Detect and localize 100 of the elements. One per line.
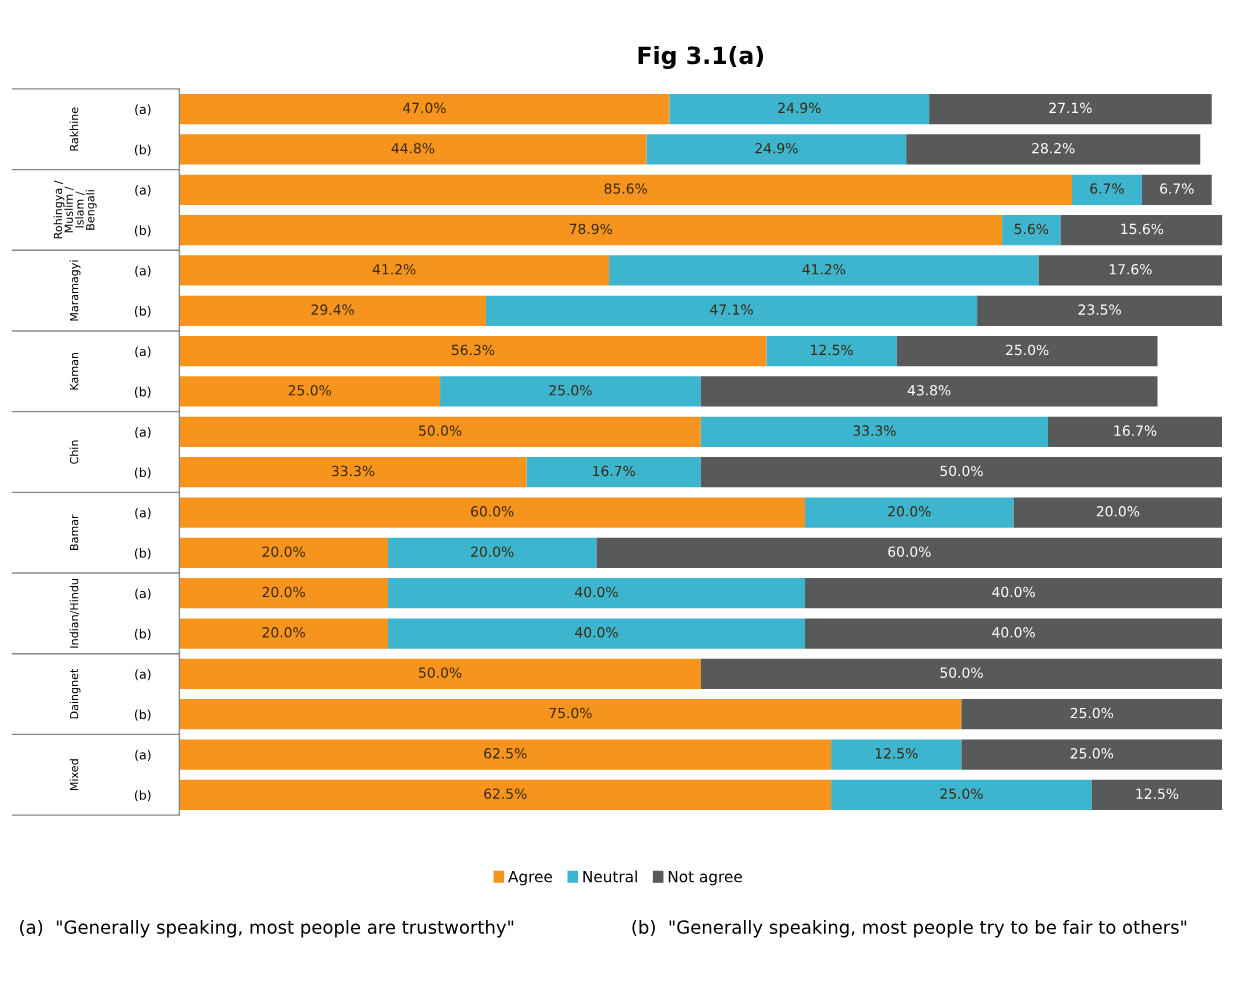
data-label: 20.0%: [888, 506, 931, 517]
bar: [179, 295, 486, 326]
data-label: 27.1%: [1049, 102, 1092, 114]
bar: [805, 618, 1223, 649]
data-label: 29.4%: [311, 304, 354, 315]
bar: [179, 537, 388, 568]
data-label: 6.7%: [1090, 183, 1124, 194]
y-tick-label: (b): [134, 628, 151, 640]
text: (b) "Generally speaking, most people try to be fair to others": [632, 919, 1187, 938]
data-label: 15.6%: [1121, 223, 1164, 235]
bar: [669, 93, 930, 125]
data-label: 47.1%: [710, 304, 753, 315]
data-label: 24.9%: [778, 102, 821, 114]
text: Chin: [69, 440, 79, 464]
data-label: 50.0%: [940, 465, 983, 477]
bar: [179, 739, 832, 770]
y-tick-label: (a): [135, 427, 151, 439]
y-tick-label: (a): [135, 185, 151, 197]
bar: [179, 174, 1072, 205]
data-label: 33.3%: [853, 425, 896, 436]
bar: [179, 578, 388, 609]
data-label: 60.0%: [888, 546, 931, 557]
chart-title: Fig 3.1(a): [638, 45, 764, 70]
data-label: 25.0%: [1070, 707, 1114, 719]
data-label: 50.0%: [419, 425, 462, 436]
text: (a) "Generally speaking, most people are trustworthy": [20, 919, 514, 938]
y-tick-label: (b): [134, 386, 151, 398]
bar: [906, 134, 1201, 165]
bar: [805, 497, 1014, 528]
text: Kaman: [70, 352, 79, 390]
bar: [179, 214, 1003, 246]
data-label: 44.8%: [391, 142, 435, 154]
data-label: 20.0%: [262, 546, 305, 557]
y-tick-label: (a): [135, 104, 151, 116]
bar: [179, 416, 701, 447]
data-label: 25.0%: [549, 385, 592, 396]
bar: [929, 93, 1212, 125]
bar: [179, 255, 609, 286]
bar: [1071, 174, 1142, 205]
bar: [179, 93, 670, 125]
bar: [608, 255, 1039, 286]
text: Bamar: [70, 514, 79, 550]
y-tick-label: (a): [135, 588, 151, 600]
bar: [179, 457, 527, 488]
data-label: 23.5%: [1078, 304, 1121, 315]
text: Mixed: [69, 759, 79, 791]
text: Rohingya / Muslim / Islam / Bengali: [53, 180, 97, 239]
y-tick-label: (a): [135, 749, 151, 761]
bar: [1002, 214, 1061, 246]
bar: [179, 618, 388, 649]
data-label: 17.6%: [1109, 263, 1152, 275]
y-tick-label: (a): [135, 265, 151, 277]
bar: [387, 618, 806, 649]
data-label: 33.3%: [331, 465, 375, 477]
data-label: 50.0%: [419, 667, 462, 678]
y-tick-label: (b): [134, 548, 151, 560]
bar: [700, 416, 1049, 447]
data-label: 5.6%: [1014, 223, 1049, 235]
data-label: 25.0%: [1070, 748, 1114, 759]
data-label: 62.5%: [484, 788, 527, 799]
data-label: 47.0%: [403, 102, 446, 114]
bar: [387, 578, 806, 609]
bar: [831, 779, 1092, 811]
data-label: 24.9%: [755, 142, 798, 154]
bar: [179, 376, 441, 407]
bar: [440, 376, 701, 407]
y-tick-label: (a): [135, 346, 151, 358]
bar: [961, 699, 1223, 730]
data-label: 60.0%: [471, 506, 514, 517]
data-label: 12.5%: [875, 748, 918, 759]
y-tick-label: (b): [134, 225, 151, 237]
y-tick-label: (b): [134, 306, 151, 318]
data-label: 41.2%: [372, 263, 416, 275]
data-label: 40.0%: [575, 586, 618, 598]
bar: [179, 779, 832, 811]
data-label: 16.7%: [1114, 425, 1157, 436]
bar: [961, 739, 1223, 770]
text: Daingnet: [69, 668, 81, 719]
data-label: 50.0%: [940, 667, 983, 678]
bar: [831, 739, 962, 770]
data-label: 25.0%: [288, 385, 332, 396]
bar: [805, 578, 1223, 609]
data-label: 75.0%: [549, 707, 592, 719]
bar: [1048, 416, 1223, 447]
data-label: 12.5%: [1136, 788, 1179, 799]
data-label: 40.0%: [992, 586, 1035, 598]
data-label: 25.0%: [940, 788, 983, 799]
data-label: 20.0%: [262, 627, 305, 638]
bar: [596, 537, 1223, 568]
data-label: 40.0%: [992, 627, 1035, 638]
data-label: 62.5%: [484, 748, 527, 759]
data-label: 41.2%: [802, 263, 846, 275]
data-label: 20.0%: [262, 586, 305, 598]
bar: [179, 336, 767, 367]
y-tick-label: (a): [135, 507, 151, 519]
bar: [179, 699, 962, 730]
bar: [387, 537, 597, 568]
data-label: 78.9%: [569, 223, 613, 235]
data-label: 40.0%: [575, 627, 618, 638]
text: Rakhine: [69, 107, 79, 151]
